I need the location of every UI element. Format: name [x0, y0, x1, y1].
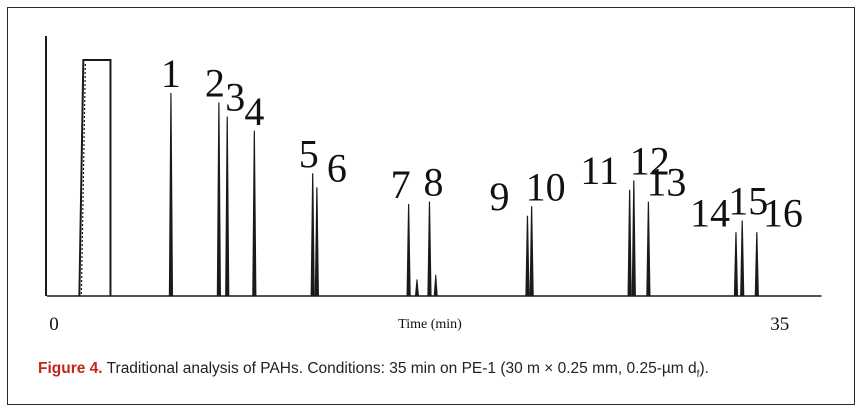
figure-caption: Figure 4. Traditional analysis of PAHs. … — [38, 360, 848, 380]
peak-label-9: 9 — [489, 174, 509, 219]
peak-4 — [252, 130, 257, 297]
figure-frame — [7, 7, 855, 405]
caption-subscript: f — [696, 369, 700, 381]
caption-text-end: ). — [699, 360, 709, 377]
solvent-peak — [78, 59, 112, 297]
peak-11 — [627, 189, 632, 297]
x-tick-labels: 0 35 — [49, 314, 789, 335]
peak-3 — [225, 116, 230, 297]
x-tick-label-0: 0 — [49, 314, 59, 335]
peak-13 — [646, 201, 651, 297]
peak-1 — [168, 93, 174, 297]
peak-9 — [525, 215, 530, 297]
peak-label-10: 10 — [526, 164, 566, 209]
peak-label-14: 14 — [690, 190, 730, 235]
x-tick-label-35: 35 — [770, 314, 789, 335]
peak-label-15: 15 — [728, 178, 768, 223]
peak-label-6: 6 — [327, 145, 347, 190]
peak-label-7: 7 — [391, 162, 411, 207]
peak-8 — [427, 201, 432, 297]
peak-2 — [216, 102, 221, 297]
figure-label: Figure 4. — [38, 360, 103, 377]
peak-label-12: 12 — [630, 138, 670, 183]
chromatogram-trace — [47, 59, 822, 297]
peak-label-5: 5 — [299, 131, 319, 176]
peak-label-4: 4 — [244, 89, 264, 134]
peak-10 — [529, 206, 534, 297]
peak-label-2: 2 — [205, 60, 225, 105]
peak-12 — [631, 180, 636, 297]
peak-label-16: 16 — [763, 190, 803, 235]
solvent-peak-shoulder — [80, 63, 86, 297]
peak-label-13: 13 — [646, 160, 686, 205]
peak-7 — [406, 203, 411, 297]
peak-label-3: 3 — [225, 75, 245, 120]
minor-peak-2 — [433, 274, 438, 297]
peak-16 — [754, 232, 759, 297]
peak-label-11: 11 — [580, 148, 619, 193]
peak-14 — [733, 232, 739, 297]
x-axis-label: Time (min) — [398, 317, 462, 332]
caption-text: Traditional analysis of PAHs. Conditions… — [102, 360, 697, 377]
peak-label-8: 8 — [423, 160, 443, 205]
minor-peak-1 — [414, 279, 419, 297]
peak-6 — [314, 187, 319, 297]
peak-label-1: 1 — [161, 51, 181, 96]
peak-5 — [310, 173, 315, 297]
peak-15 — [740, 220, 745, 297]
